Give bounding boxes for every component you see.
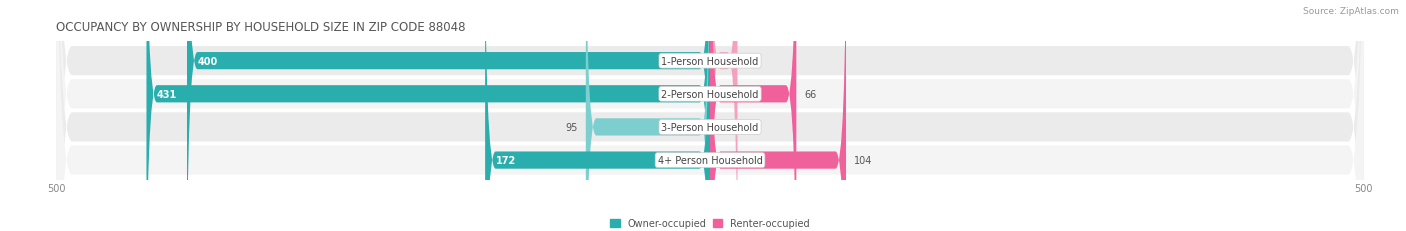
- Text: OCCUPANCY BY OWNERSHIP BY HOUSEHOLD SIZE IN ZIP CODE 88048: OCCUPANCY BY OWNERSHIP BY HOUSEHOLD SIZE…: [56, 21, 465, 33]
- Text: 3-Person Household: 3-Person Household: [661, 122, 759, 132]
- FancyBboxPatch shape: [146, 0, 710, 231]
- Text: 0: 0: [718, 122, 724, 132]
- FancyBboxPatch shape: [56, 0, 1364, 231]
- FancyBboxPatch shape: [485, 0, 710, 231]
- Text: 1-Person Household: 1-Person Household: [661, 56, 759, 66]
- Text: 95: 95: [565, 122, 578, 132]
- FancyBboxPatch shape: [586, 0, 710, 231]
- FancyBboxPatch shape: [56, 0, 1364, 231]
- FancyBboxPatch shape: [187, 0, 710, 231]
- FancyBboxPatch shape: [710, 0, 738, 231]
- FancyBboxPatch shape: [710, 0, 846, 231]
- Text: Source: ZipAtlas.com: Source: ZipAtlas.com: [1303, 7, 1399, 16]
- Legend: Owner-occupied, Renter-occupied: Owner-occupied, Renter-occupied: [610, 218, 810, 228]
- Text: 104: 104: [853, 155, 872, 165]
- Text: 21: 21: [745, 56, 758, 66]
- FancyBboxPatch shape: [710, 0, 796, 231]
- Text: 400: 400: [197, 56, 218, 66]
- Text: 172: 172: [495, 155, 516, 165]
- FancyBboxPatch shape: [56, 0, 1364, 231]
- Text: 431: 431: [157, 89, 177, 99]
- Text: 2-Person Household: 2-Person Household: [661, 89, 759, 99]
- FancyBboxPatch shape: [56, 0, 1364, 231]
- Text: 4+ Person Household: 4+ Person Household: [658, 155, 762, 165]
- Text: 66: 66: [804, 89, 817, 99]
